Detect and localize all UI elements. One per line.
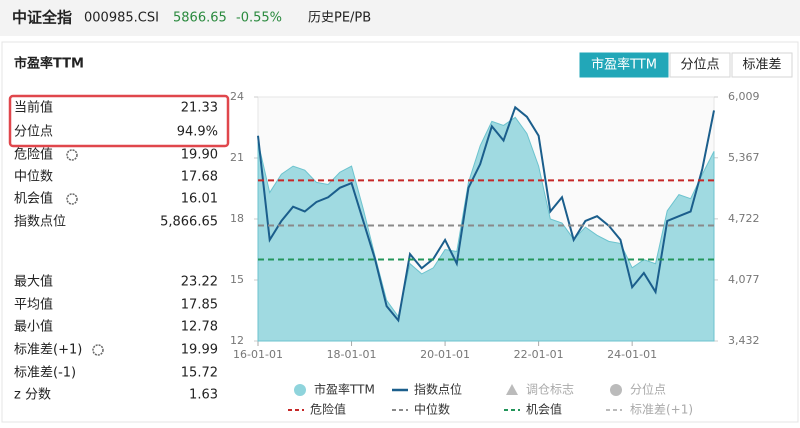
tab-label[interactable]: 市盈率TTM xyxy=(591,57,657,73)
stat-value: 19.99 xyxy=(181,343,218,358)
stat-label: 平均值 xyxy=(14,297,53,313)
stat-label: 分位点 xyxy=(14,125,53,140)
x-tick-label: 18-01-01 xyxy=(327,348,377,361)
legend-marker xyxy=(610,384,622,396)
y2-tick-label: 3,432 xyxy=(728,334,760,347)
stat-label: 标准差(+1) xyxy=(14,343,82,358)
y2-tick-label: 4,077 xyxy=(728,273,760,286)
header-bar xyxy=(0,0,800,36)
x-tick-label: 20-01-01 xyxy=(420,348,470,361)
y-tick-label: 21 xyxy=(230,151,244,164)
stat-label: 中位数 xyxy=(14,170,53,185)
y-tick-label: 15 xyxy=(230,273,244,286)
y2-tick-label: 4,722 xyxy=(728,212,760,225)
legend-label[interactable]: 中位数 xyxy=(414,402,450,417)
stat-label: 危险值 xyxy=(14,147,53,163)
legend-label[interactable]: 市盈率TTM xyxy=(314,382,375,397)
settings-icon[interactable] xyxy=(92,344,104,356)
legend-label[interactable]: 调仓标志 xyxy=(526,383,574,397)
stat-label: z 分数 xyxy=(14,388,51,403)
stat-value: 5,866.65 xyxy=(160,215,218,230)
settings-icon[interactable] xyxy=(66,149,78,161)
tab[interactable] xyxy=(731,52,793,78)
stat-value: 94.9% xyxy=(177,125,218,140)
stat-value: 21.33 xyxy=(181,101,218,116)
legend-label[interactable]: 标准差(+1) xyxy=(630,403,693,417)
stat-label: 当前值 xyxy=(14,100,53,116)
stat-value: 17.68 xyxy=(181,170,218,185)
y-tick-label: 24 xyxy=(230,90,244,103)
stat-value: 16.01 xyxy=(181,192,218,207)
tab[interactable] xyxy=(669,52,731,78)
stat-value: 15.72 xyxy=(181,366,218,381)
y2-tick-label: 6,009 xyxy=(728,90,760,103)
pe-area xyxy=(257,116,715,342)
stat-value: 17.85 xyxy=(181,298,218,313)
legend-marker xyxy=(294,384,306,396)
index-code: 000985.CSI xyxy=(84,11,159,26)
x-tick-label: 16-01-01 xyxy=(233,348,283,361)
stat-value: 19.90 xyxy=(181,148,218,163)
settings-icon[interactable] xyxy=(66,193,78,205)
stat-label: 指数点位 xyxy=(14,215,66,230)
stat-label: 最大值 xyxy=(14,274,53,290)
stat-label: 机会值 xyxy=(14,191,53,207)
legend-label[interactable]: 机会值 xyxy=(526,402,562,417)
stat-value: 23.22 xyxy=(181,275,218,290)
index-line xyxy=(257,105,715,323)
tab[interactable] xyxy=(579,52,669,78)
highlight-box xyxy=(8,94,230,148)
legend-label[interactable]: 指数点位 xyxy=(414,382,462,397)
legend-label[interactable]: 分位点 xyxy=(630,382,666,397)
y-tick-label: 12 xyxy=(230,334,244,347)
index-price: 5866.65 xyxy=(173,11,227,26)
stat-value: 12.78 xyxy=(181,320,218,335)
legend-marker xyxy=(506,384,518,395)
tab-label[interactable]: 分位点 xyxy=(680,58,719,73)
x-tick-label: 24-01-01 xyxy=(607,348,657,361)
x-tick-label: 22-01-01 xyxy=(514,348,564,361)
stat-value: 1.63 xyxy=(189,388,218,403)
history-link[interactable]: 历史PE/PB xyxy=(308,11,371,26)
index-change: -0.55% xyxy=(236,11,282,26)
y2-tick-label: 5,367 xyxy=(728,151,760,164)
stat-label: 标准差(-1) xyxy=(14,366,76,381)
tab-label[interactable]: 标准差 xyxy=(742,58,781,73)
stat-label: 最小值 xyxy=(14,319,53,335)
panel-title: 市盈率TTM xyxy=(14,56,84,72)
index-title: 中证全指 xyxy=(12,9,72,27)
legend-label[interactable]: 危险值 xyxy=(310,402,346,417)
y-tick-label: 18 xyxy=(230,212,244,225)
